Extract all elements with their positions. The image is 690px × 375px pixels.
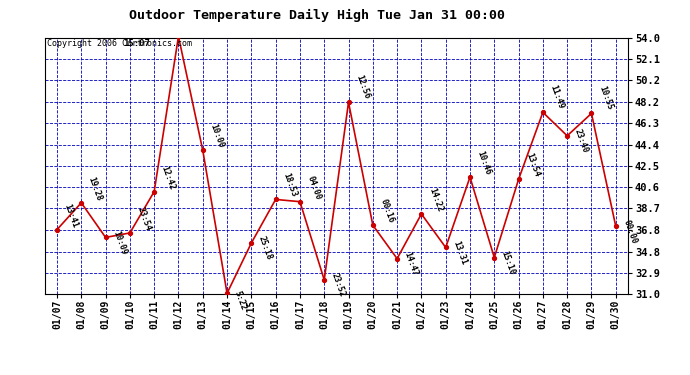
Text: 12:56: 12:56	[354, 74, 371, 100]
Text: 15:07: 15:07	[124, 39, 150, 48]
Text: 10:55: 10:55	[597, 85, 614, 111]
Text: 00:16: 00:16	[378, 198, 395, 224]
Text: Outdoor Temperature Daily High Tue Jan 31 00:00: Outdoor Temperature Daily High Tue Jan 3…	[130, 9, 505, 22]
Text: 19:28: 19:28	[87, 176, 104, 202]
Text: 12:42: 12:42	[159, 164, 177, 191]
Text: 5:22: 5:22	[233, 290, 248, 312]
Text: 10:46: 10:46	[475, 150, 493, 176]
Text: Copyright 2006 Curtronics.com: Copyright 2006 Curtronics.com	[47, 39, 192, 48]
Text: 14:47: 14:47	[403, 251, 420, 277]
Text: 15:10: 15:10	[500, 250, 517, 276]
Text: 04:00: 04:00	[306, 174, 322, 201]
Text: 13:54: 13:54	[524, 152, 541, 178]
Text: 10:09: 10:09	[111, 230, 128, 256]
Text: 10:00: 10:00	[208, 123, 226, 150]
Text: 23:40: 23:40	[573, 128, 590, 154]
Text: 23:54: 23:54	[135, 206, 152, 232]
Text: 18:53: 18:53	[282, 172, 298, 199]
Text: 15:07: 15:07	[0, 374, 1, 375]
Text: 14:22: 14:22	[427, 187, 444, 213]
Text: 00:00: 00:00	[621, 218, 638, 245]
Text: 25:18: 25:18	[257, 235, 274, 262]
Text: 11:49: 11:49	[549, 84, 565, 110]
Text: 13:41: 13:41	[63, 202, 79, 229]
Text: 23:52: 23:52	[330, 272, 347, 298]
Text: 13:31: 13:31	[451, 240, 469, 266]
